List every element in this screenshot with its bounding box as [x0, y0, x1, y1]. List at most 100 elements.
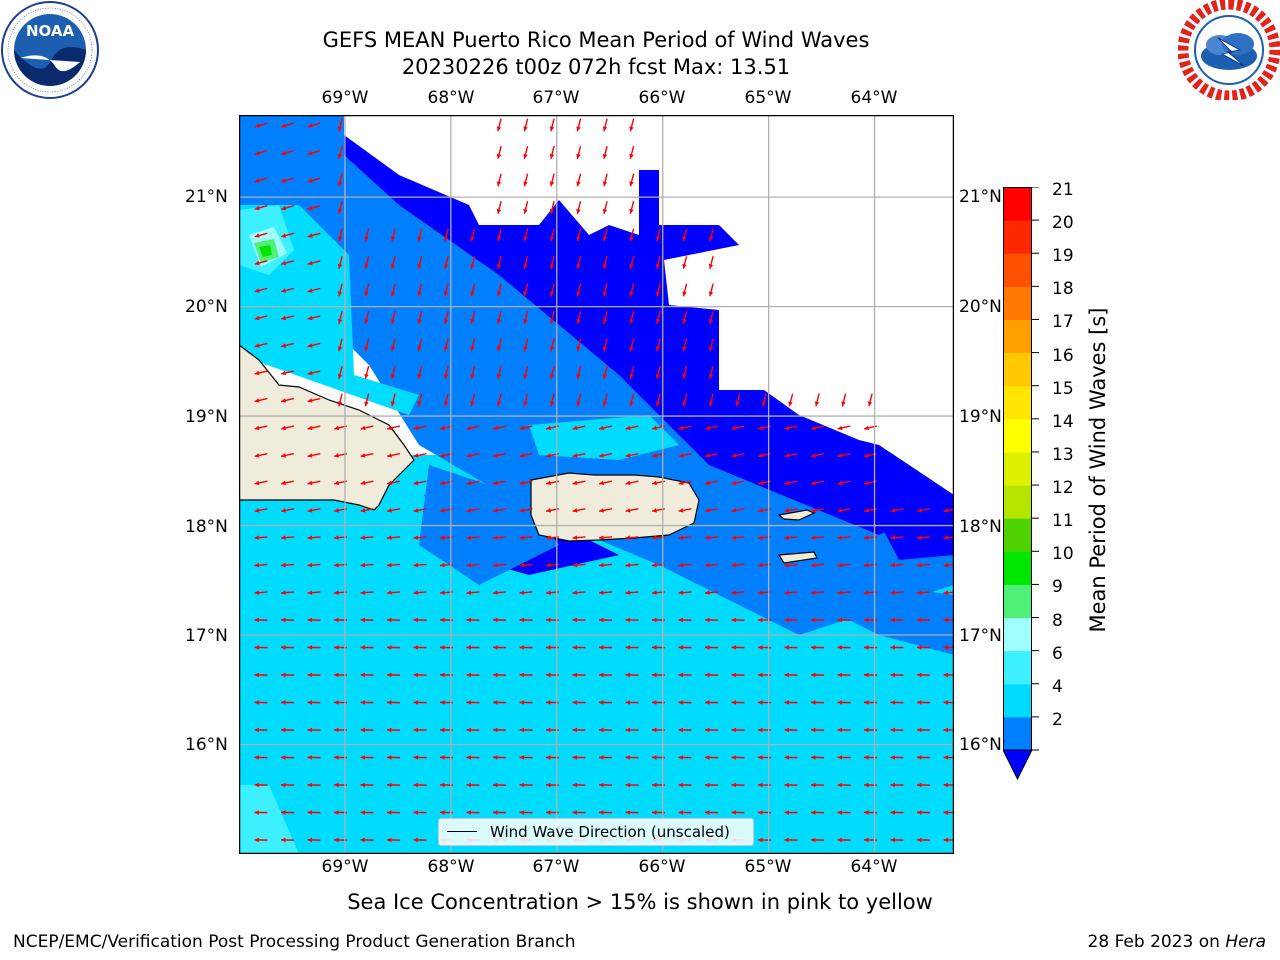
wave-direction-arrow [916, 672, 931, 678]
wave-direction-arrow [704, 535, 719, 540]
wave-direction-arrow [307, 810, 321, 815]
wave-direction-arrow [731, 755, 745, 760]
wave-direction-arrow [254, 535, 268, 540]
wave-direction-arrow [386, 837, 401, 843]
footer-machine: Hera [1225, 932, 1266, 952]
colorbar-tick-label: 6 [1052, 643, 1063, 664]
wave-direction-arrow [254, 452, 268, 458]
wave-direction-arrow [386, 508, 401, 513]
wave-direction-arrow [254, 590, 268, 595]
wave-direction-arrow [837, 672, 851, 678]
wave-direction-arrow [413, 617, 427, 623]
wave-direction-arrow [254, 149, 268, 156]
wave-direction-arrow [735, 393, 741, 407]
wave-direction-arrow [784, 810, 798, 815]
wave-direction-arrow [386, 727, 401, 733]
wave-direction-arrow [466, 645, 480, 650]
wave-direction-arrow [466, 452, 480, 458]
wave-direction-arrow [890, 508, 904, 513]
wave-direction-arrow [625, 672, 639, 678]
wave-direction-arrow [602, 173, 608, 187]
legend-line-sample [447, 831, 477, 832]
wave-direction-arrow [386, 645, 401, 650]
wave-direction-arrow [810, 700, 825, 705]
wave-direction-arrow [413, 508, 427, 513]
wave-direction-arrow [307, 149, 321, 156]
wave-direction-arrow [572, 700, 586, 705]
wave-direction-arrow [390, 338, 396, 352]
wave-direction-arrow [523, 173, 529, 187]
wave-direction-arrow [519, 535, 533, 540]
wave-direction-arrow [943, 617, 954, 623]
wave-direction-arrow [678, 645, 692, 650]
wave-direction-arrow [655, 393, 661, 407]
wave-direction-arrow [254, 205, 268, 211]
wave-direction-arrow [496, 146, 502, 159]
wave-direction-arrow [280, 672, 295, 678]
wave-direction-arrow [280, 535, 295, 540]
wave-direction-arrow [466, 672, 480, 678]
lat-label-left: 20°N [185, 297, 228, 317]
wave-direction-arrow [413, 727, 427, 733]
wave-direction-arrow [629, 118, 635, 132]
wave-direction-arrow [307, 177, 321, 183]
wave-direction-arrow [916, 590, 931, 595]
wave-direction-arrow [281, 425, 294, 431]
map-title: GEFS MEAN Puerto Rico Mean Period of Win… [322, 28, 870, 52]
wave-direction-arrow [810, 508, 825, 513]
wave-direction-arrow [678, 480, 692, 486]
wave-direction-arrow [254, 342, 268, 348]
colorbar-segment [1003, 451, 1032, 486]
wave-direction-arrow [678, 535, 692, 540]
wave-direction-arrow [417, 228, 423, 242]
wave-direction-arrow [572, 452, 586, 458]
wave-direction-arrow [678, 425, 692, 431]
wave-direction-arrow [625, 810, 639, 815]
wave-direction-arrow [731, 535, 745, 540]
wave-direction-arrow [413, 810, 427, 815]
wave-direction-arrow [466, 727, 480, 733]
wave-direction-arrow [731, 590, 745, 595]
wave-direction-arrow [602, 146, 608, 159]
wave-direction-arrow [731, 617, 745, 623]
legend-label: Wind Wave Direction (unscaled) [490, 823, 730, 841]
map-plot [239, 115, 954, 854]
wave-direction-arrow [387, 425, 400, 431]
wave-direction-arrow [704, 452, 719, 458]
wave-direction-arrow [625, 508, 639, 513]
colorbar-tick-label: 13 [1052, 444, 1074, 465]
wave-direction-arrow [337, 228, 343, 242]
wave-direction-arrow [629, 338, 635, 352]
wave-direction-arrow [629, 366, 635, 379]
wave-direction-arrow [810, 617, 825, 623]
colorbar-tick-label: 10 [1052, 544, 1074, 565]
wave-direction-arrow [307, 782, 321, 788]
wave-direction-arrow [519, 755, 533, 760]
wave-direction-arrow [731, 425, 745, 431]
wave-direction-arrow [496, 256, 502, 269]
map-frame [239, 115, 954, 854]
wave-direction-arrow [307, 837, 321, 843]
lon-label-top: 68°W [427, 88, 475, 108]
wave-direction-arrow [307, 370, 321, 376]
wave-direction-arrow [492, 810, 507, 815]
wave-direction-arrow [337, 118, 343, 132]
wave-direction-arrow [364, 256, 370, 269]
wave-direction-arrow [254, 287, 268, 293]
wave-direction-arrow [678, 562, 692, 568]
wave-direction-arrow [280, 562, 295, 568]
wave-direction-arrow [360, 535, 374, 540]
wave-direction-arrow [492, 782, 507, 788]
colorbar-segment [1003, 220, 1032, 254]
wave-period-region [344, 115, 954, 495]
wave-direction-arrow [943, 590, 954, 595]
wave-direction-arrow [572, 480, 586, 486]
wave-direction-arrow [837, 480, 851, 486]
wave-direction-arrow [280, 810, 295, 815]
wave-direction-arrow [708, 283, 714, 297]
wave-direction-arrow [810, 562, 825, 568]
colorbar-segment [1003, 716, 1032, 751]
wave-direction-arrow [280, 452, 295, 458]
wave-direction-arrow [364, 228, 370, 242]
lat-label-right: 21°N [959, 187, 1002, 207]
